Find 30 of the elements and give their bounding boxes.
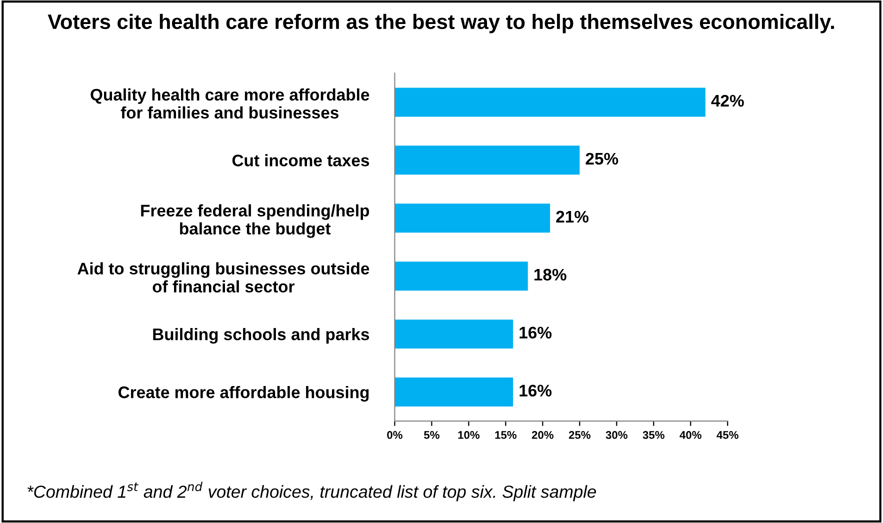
- x-tick-label: 40%: [680, 431, 702, 439]
- x-tick-label: 25%: [568, 431, 590, 439]
- bar: [394, 320, 514, 349]
- y-tick-label: Freeze federal spending/help balance the budget: [141, 204, 370, 238]
- y-tick-label: Building schools and parks: [153, 328, 370, 344]
- data-label: 16%: [520, 384, 552, 397]
- data-label: 21%: [556, 210, 589, 223]
- data-label: 16%: [520, 326, 552, 339]
- x-tick-label: 5%: [424, 431, 440, 439]
- bar: [394, 146, 580, 175]
- y-tick-label: Create more affordable housing: [118, 386, 369, 402]
- data-label: 42%: [711, 94, 744, 107]
- bar: [394, 88, 706, 117]
- x-tick-label: 35%: [642, 431, 664, 439]
- x-tick-label: 45%: [716, 431, 738, 439]
- text: *Combined 1$^{st}$ and 2$^{nd}$ voter choices, truncated list of top six. Split sample: [28, 482, 596, 502]
- y-tick-label: Quality health care more affordable for families and businesses: [90, 88, 370, 119]
- y-tick-label: Cut income taxes: [232, 154, 370, 166]
- x-tick-label: 30%: [606, 431, 628, 439]
- x-tick-label: 10%: [458, 431, 480, 439]
- bar: [394, 204, 550, 233]
- y-tick-label: Aid to struggling businesses outside of financial sector: [78, 262, 370, 293]
- bar: [394, 262, 528, 291]
- bar: [394, 378, 514, 407]
- x-tick-label: 15%: [495, 431, 516, 439]
- data-label: 18%: [534, 268, 566, 281]
- data-label: 25%: [586, 152, 618, 165]
- x-tick-label: 20%: [532, 431, 554, 439]
- x-tick-label: 0%: [387, 431, 402, 439]
- chart-title: Voters cite health care reform as the best way to help themselves economically.: [48, 14, 834, 34]
